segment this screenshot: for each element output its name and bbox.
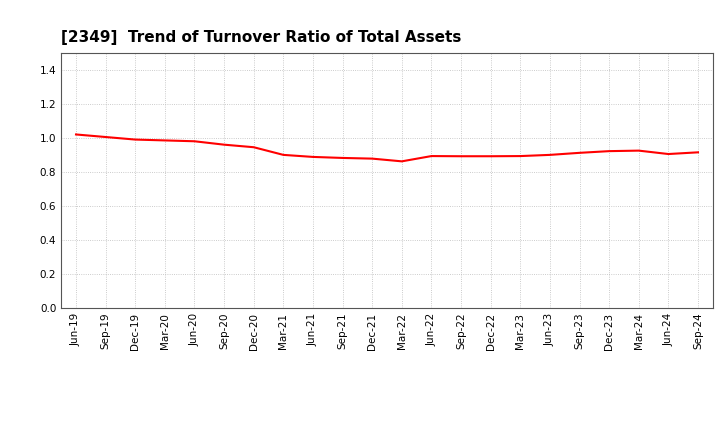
Text: [2349]  Trend of Turnover Ratio of Total Assets: [2349] Trend of Turnover Ratio of Total … [61, 29, 462, 45]
